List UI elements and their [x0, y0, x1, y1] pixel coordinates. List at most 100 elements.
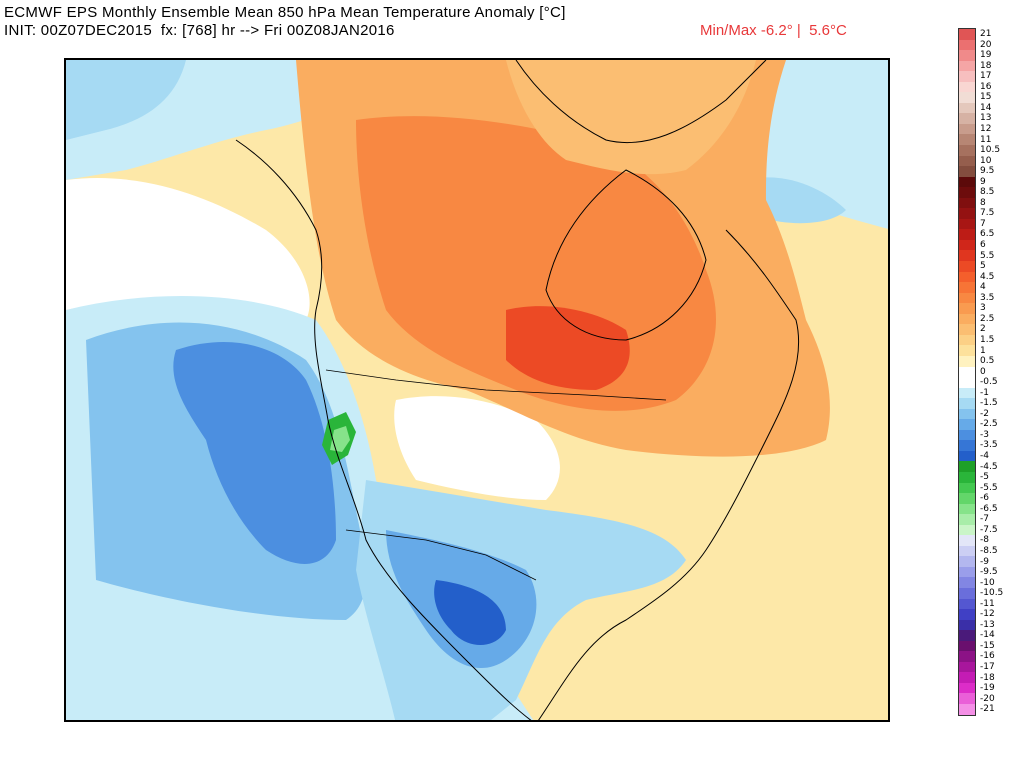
color-scale-label: -17: [980, 662, 995, 672]
color-scale-label: 1: [980, 345, 986, 356]
color-scale-label: -19: [980, 683, 995, 694]
color-scale-label: 10.5: [980, 145, 1001, 156]
color-swatch: [959, 493, 975, 504]
color-swatch: [959, 461, 975, 472]
neutral-band-pacific: [66, 178, 310, 320]
color-swatch: [959, 166, 975, 177]
color-swatch: [959, 682, 975, 694]
color-scale-label: 3.5: [980, 292, 995, 303]
color-scale-label: 9: [980, 176, 986, 187]
color-swatch: [959, 661, 975, 673]
color-swatch: [959, 102, 975, 114]
color-swatch: [959, 556, 975, 567]
color-scale-label: 2: [980, 324, 986, 335]
color-scale-label: 7.5: [980, 208, 995, 219]
color-swatch: [959, 218, 975, 230]
color-swatch: [959, 693, 975, 704]
color-scale-label: -8.5: [980, 545, 998, 556]
west-coastline: [235, 139, 532, 720]
color-scale-label: -10: [980, 577, 995, 588]
color-swatch: [959, 503, 975, 515]
color-scale-label: 7: [980, 218, 986, 229]
color-swatch: [959, 408, 975, 420]
color-swatch: [959, 271, 975, 283]
color-scale-label: -6.5: [980, 503, 998, 514]
color-swatch: [959, 282, 975, 293]
color-scale-label: 10: [980, 155, 992, 166]
color-scale-label: 21: [980, 29, 992, 39]
color-scale-label: 15: [980, 92, 992, 103]
color-swatch: [959, 60, 975, 72]
color-swatch: [959, 429, 975, 441]
color-scale-label: -7: [980, 514, 989, 525]
color-scale-label: 20: [980, 39, 992, 50]
color-scale-label: 4: [980, 282, 986, 293]
color-swatch: [959, 524, 975, 536]
color-swatch: [959, 345, 975, 356]
color-scale-label: 0: [980, 366, 986, 377]
color-scale-label: -15: [980, 640, 995, 651]
color-swatch: [959, 672, 975, 683]
color-scale-label: -13: [980, 619, 995, 630]
color-scale-label: 5.5: [980, 250, 995, 261]
neutral-central-plains: [394, 396, 560, 500]
color-scale-label: -16: [980, 651, 995, 662]
color-swatch: [959, 366, 975, 378]
color-swatch: [959, 334, 975, 346]
color-scale-label: -4: [980, 451, 989, 461]
color-scale-label: -5: [980, 472, 989, 483]
warm-anomaly-greenland: [506, 60, 756, 175]
color-scale-label: -5.5: [980, 482, 998, 493]
color-scale-label: -12: [980, 609, 995, 620]
color-scale-label: 8.5: [980, 187, 995, 198]
color-swatch: [959, 535, 975, 546]
color-swatch: [959, 609, 975, 620]
color-swatch: [959, 239, 975, 251]
color-scale-label: -3.5: [980, 440, 998, 451]
color-scale-label: 14: [980, 102, 992, 113]
warm-max-hudson-bay: [506, 306, 630, 390]
color-scale-label: -3: [980, 429, 989, 440]
color-scale-label: 0.5: [980, 356, 995, 367]
us-canada-border: [325, 369, 667, 401]
cold-core-west-coast: [173, 341, 336, 564]
color-scale-label: -0.5: [980, 377, 998, 388]
color-swatch: [959, 482, 975, 494]
political-boundaries: [325, 369, 667, 581]
color-scale-label: 6: [980, 240, 986, 250]
color-swatch: [959, 324, 975, 335]
color-scale-label: -2.5: [980, 419, 998, 430]
color-swatch: [959, 229, 975, 240]
color-scale-label: 13: [980, 113, 992, 124]
color-scale-label: 11: [980, 134, 992, 145]
color-swatch: [959, 704, 975, 715]
color-swatch: [959, 598, 975, 610]
color-scale-label: 12: [980, 123, 992, 134]
color-swatch: [959, 145, 975, 156]
color-swatch: [959, 113, 975, 124]
min-max-readout: Min/Max -6.2° | 5.6°C: [700, 22, 847, 39]
color-scale-label: -9: [980, 556, 989, 567]
color-scale-label: -6: [980, 493, 989, 504]
color-scale-bar: [958, 28, 976, 716]
color-scale-label: 2.5: [980, 313, 995, 324]
color-scale-label: 8: [980, 197, 986, 208]
color-swatch: [959, 250, 975, 262]
color-swatch: [959, 545, 975, 557]
color-scale-label: -10.5: [980, 588, 1004, 599]
east-coastline: [538, 229, 800, 720]
color-scale-label: -4.5: [980, 461, 998, 472]
color-scale-label: -14: [980, 630, 995, 641]
us-mexico-border: [345, 529, 537, 581]
chart-title: ECMWF EPS Monthly Ensemble Mean 850 hPa …: [4, 4, 566, 21]
color-swatch: [959, 566, 975, 578]
color-swatch: [959, 387, 975, 399]
color-swatch: [959, 587, 975, 599]
color-swatch: [959, 377, 975, 388]
cold-core-texas: [434, 580, 506, 645]
color-scale-label: -1: [980, 387, 989, 398]
color-swatch: [959, 651, 975, 662]
color-scale-label: -21: [980, 704, 995, 715]
color-scale-label: -1.5: [980, 398, 998, 409]
color-swatch: [959, 261, 975, 272]
